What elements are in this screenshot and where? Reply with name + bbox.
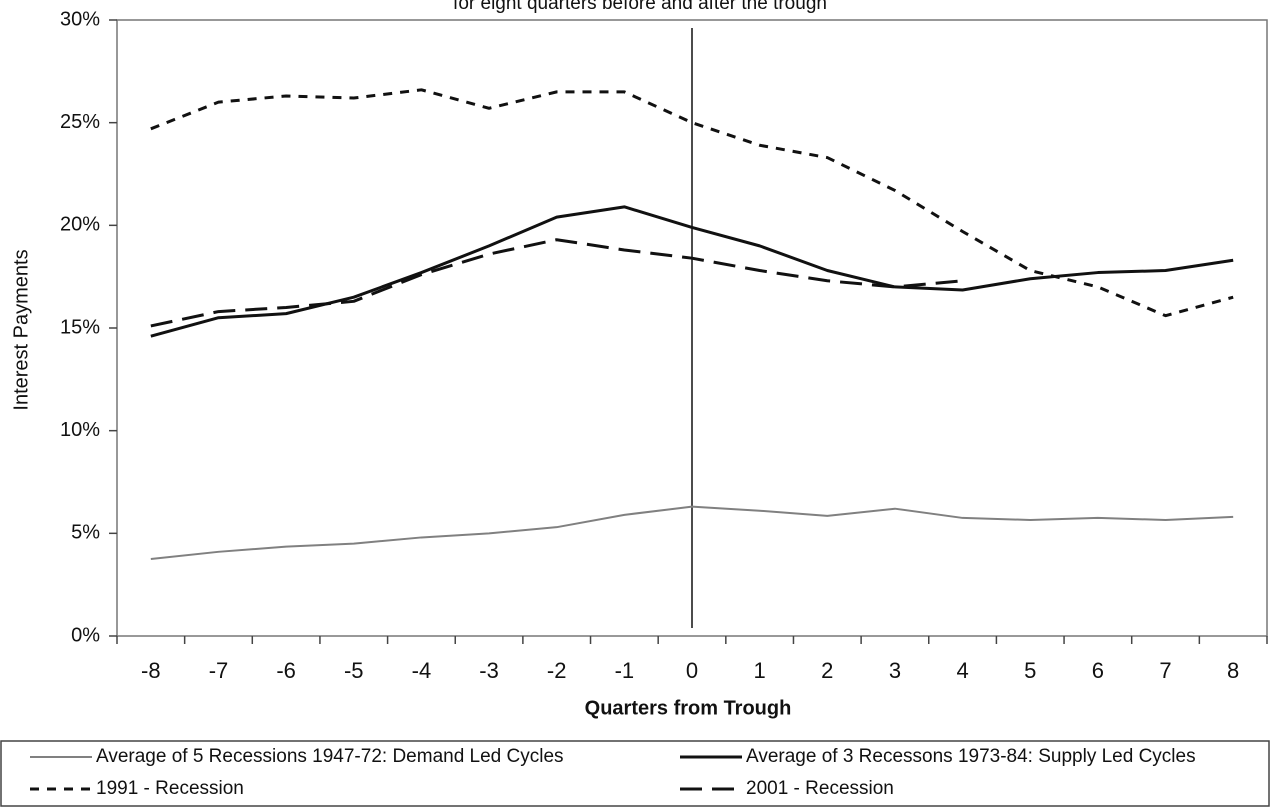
x-tick-label: 1 — [754, 658, 766, 683]
x-tick-label: -8 — [141, 658, 161, 683]
y-tick-label: 20% — [60, 214, 100, 236]
x-tick-label: 7 — [1159, 658, 1171, 683]
x-tick-label: 4 — [956, 658, 968, 683]
y-tick-label: 30% — [60, 8, 100, 30]
y-tick-label: 15% — [60, 316, 100, 338]
series-line — [150, 88, 1234, 318]
x-tick-label: -4 — [412, 658, 432, 683]
x-tick-label: 6 — [1092, 658, 1104, 683]
y-tick-label: 25% — [60, 111, 100, 133]
x-tick-label: -5 — [344, 658, 364, 683]
y-tick-label: 10% — [60, 419, 100, 441]
x-axis-label: Quarters from Trough — [585, 697, 792, 719]
x-tick-label: -6 — [276, 658, 296, 683]
legend-label: Average of 5 Recessions 1947-72: Demand … — [96, 746, 564, 767]
x-tick-label: -7 — [209, 658, 229, 683]
y-tick-label: 0% — [71, 624, 100, 646]
series-line — [150, 505, 1234, 560]
legend-label: Average of 3 Recessons 1973-84: Supply L… — [746, 746, 1196, 767]
x-tick-label: 8 — [1227, 658, 1239, 683]
x-tick-label: -1 — [615, 658, 635, 683]
chart-subtitle: for eight quarters before and after the … — [453, 0, 827, 14]
x-tick-label: 5 — [1024, 658, 1036, 683]
y-tick-label: 5% — [71, 522, 100, 544]
x-tick-label: 3 — [889, 658, 901, 683]
x-tick-label: -2 — [547, 658, 567, 683]
legend-box — [0, 740, 1270, 807]
y-axis-label: Interest Payments — [10, 249, 32, 410]
legend-label: 1991 - Recession — [96, 778, 244, 799]
x-tick-label: -3 — [479, 658, 499, 683]
x-tick-label: 0 — [686, 658, 698, 683]
legend-label: 2001 - Recession — [746, 778, 894, 799]
series-line — [150, 238, 963, 328]
x-tick-label: 2 — [821, 658, 833, 683]
